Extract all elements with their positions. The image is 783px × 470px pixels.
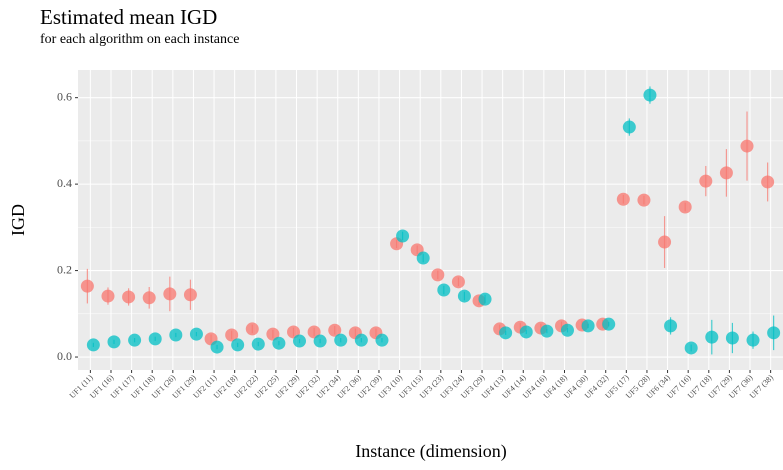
point <box>375 333 389 347</box>
plot-panel <box>78 70 783 370</box>
point <box>86 338 100 352</box>
point <box>678 200 692 214</box>
point <box>101 289 115 303</box>
point <box>719 166 733 180</box>
point <box>128 333 142 347</box>
x-axis-title: Instance (dimension) <box>355 441 506 462</box>
point <box>431 268 445 282</box>
point <box>499 326 513 340</box>
point <box>767 326 781 340</box>
point <box>142 291 156 305</box>
point <box>740 139 754 153</box>
point <box>725 331 739 345</box>
chart-subtitle: for each algorithm on each instance <box>40 32 239 47</box>
point <box>622 120 636 134</box>
point <box>354 333 368 347</box>
point <box>210 340 224 354</box>
point <box>189 327 203 341</box>
point <box>293 334 307 348</box>
point <box>396 229 410 243</box>
point <box>478 292 492 306</box>
point <box>163 287 177 301</box>
point <box>334 333 348 347</box>
point <box>457 289 471 303</box>
y-tick-label: 0.2 <box>57 262 72 276</box>
point <box>684 341 698 355</box>
y-tick-label: 0.0 <box>57 349 72 363</box>
point <box>664 319 678 333</box>
y-tick-label: 0.6 <box>57 89 72 103</box>
point <box>328 323 342 337</box>
point <box>437 283 451 297</box>
point <box>107 335 121 349</box>
point <box>602 317 616 331</box>
point <box>183 288 197 302</box>
point <box>251 337 265 351</box>
point <box>699 174 713 188</box>
point <box>148 332 162 346</box>
point <box>560 323 574 337</box>
point <box>616 192 630 206</box>
point <box>231 338 245 352</box>
point <box>122 290 136 304</box>
point <box>637 193 651 207</box>
point <box>225 328 239 342</box>
point <box>761 175 775 189</box>
point <box>272 336 286 350</box>
point <box>313 334 327 348</box>
point <box>519 325 533 339</box>
point <box>540 324 554 338</box>
point <box>643 88 657 102</box>
point <box>451 275 465 289</box>
point <box>658 235 672 249</box>
point <box>80 279 94 293</box>
point <box>746 333 760 347</box>
chart-title: Estimated mean IGD <box>40 5 217 29</box>
point <box>169 328 183 342</box>
point <box>416 251 430 265</box>
point <box>581 319 595 333</box>
point <box>245 322 259 336</box>
point <box>705 330 719 344</box>
y-tick-label: 0.4 <box>57 176 72 190</box>
y-axis-title: IGD <box>8 204 28 236</box>
